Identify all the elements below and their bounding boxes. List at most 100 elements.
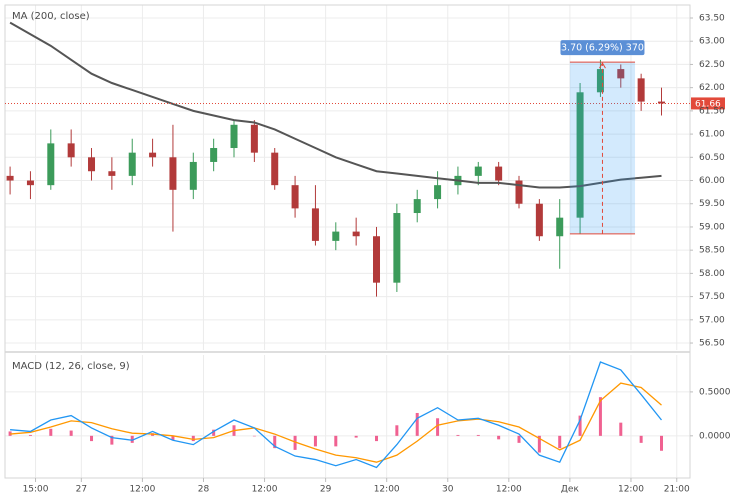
histogram-bar	[212, 429, 216, 436]
ma-line	[9, 21, 662, 189]
histogram-bar	[69, 430, 73, 436]
candle-body	[373, 236, 381, 283]
candle-body	[332, 231, 340, 241]
price-panel-title: MA (200, close)	[12, 11, 90, 22]
x-tick-label: 12:00	[129, 485, 155, 495]
candle-body	[311, 208, 319, 241]
candle-body	[495, 166, 503, 181]
candle-body	[271, 152, 279, 186]
marks-layer	[6, 21, 666, 469]
x-tick-label: Дек	[561, 485, 580, 495]
x-tick-label: 29	[320, 485, 332, 495]
candle-body	[658, 101, 666, 104]
x-tick-label: 15:00	[23, 485, 49, 495]
histogram-bar	[171, 435, 175, 441]
histogram-bar	[537, 435, 541, 453]
candle-body	[88, 157, 96, 172]
candle-body	[6, 175, 14, 181]
histogram-bar	[436, 418, 440, 436]
candle-body	[26, 180, 34, 186]
y-tick-label: 61.50	[699, 106, 725, 116]
histogram-bar	[110, 435, 114, 445]
candle-body	[617, 69, 625, 79]
x-tick-label: 12:00	[496, 485, 522, 495]
x-tick-label: 12:00	[618, 485, 644, 495]
histogram-bar	[252, 435, 256, 437]
candle-body	[413, 199, 421, 214]
macd-line	[10, 361, 663, 469]
y-tick-label: 59.00	[699, 222, 725, 232]
candle-body	[352, 231, 360, 237]
candle-body	[128, 152, 136, 176]
y-tick-label: 60.00	[699, 176, 725, 186]
y-tick-label: 58.50	[699, 246, 725, 256]
histogram-bar	[497, 435, 501, 440]
candle-body	[189, 161, 197, 190]
candle-body	[149, 152, 157, 158]
histogram-bar	[293, 435, 297, 450]
histogram-bar	[130, 435, 134, 443]
candle-body	[556, 217, 564, 237]
histogram-bar	[375, 435, 379, 442]
y-tick-label: 0.0000	[699, 431, 730, 441]
histogram-bar	[456, 434, 460, 436]
y-tick-label: 56.50	[699, 339, 725, 349]
histogram-bar	[517, 435, 521, 443]
macd-panel-title: MACD (12, 26, close, 9)	[12, 361, 130, 372]
candle-body	[596, 69, 604, 93]
candle-body	[576, 92, 584, 218]
histogram-bar	[334, 435, 338, 447]
histogram-bar	[273, 435, 277, 449]
histogram-bar	[191, 435, 195, 442]
overlay-layer: 61.66 3.70 (6.29%) 370	[5, 40, 725, 235]
candle-body	[230, 124, 238, 149]
signal-line	[10, 382, 662, 463]
histogram-bar	[476, 434, 480, 436]
candle-body	[47, 143, 55, 186]
histogram-bar	[354, 435, 358, 438]
grid-layer	[5, 5, 690, 478]
y-tick-label: 60.50	[699, 153, 725, 163]
candle-body	[535, 203, 543, 237]
y-tick-label: 0.5000	[699, 387, 730, 397]
x-tick-label: 30	[442, 485, 454, 495]
candle-body	[67, 143, 75, 158]
histogram-bar	[578, 415, 582, 436]
candle-body	[169, 157, 177, 190]
candle-body	[515, 180, 523, 204]
histogram-bar	[313, 435, 317, 447]
frame	[4, 4, 691, 479]
x-tick-label: 28	[198, 485, 210, 495]
x-tick-label: 12:00	[252, 485, 278, 495]
candle-body	[637, 78, 645, 102]
y-tick-label: 59.50	[699, 199, 725, 209]
x-tick-label: 12:00	[374, 485, 400, 495]
x-tick-label: 27	[76, 485, 87, 495]
histogram-bar	[395, 425, 399, 436]
last-price-label: 61.66	[695, 99, 721, 109]
histogram-bar	[598, 397, 602, 436]
candle-body	[250, 124, 258, 153]
y-tick-label: 63.00	[699, 37, 725, 47]
candle-body	[108, 171, 116, 176]
measure-label-box	[560, 40, 645, 56]
candle-body	[393, 213, 401, 283]
last-price-box	[691, 97, 725, 110]
histogram-bar	[28, 434, 32, 436]
candle-body	[210, 148, 218, 162]
histogram-bar	[558, 435, 562, 449]
y-tick-label: 57.00	[699, 315, 725, 325]
y-tick-label: 62.50	[699, 60, 725, 70]
y-tick-label: 58.00	[699, 269, 725, 279]
candle-body	[474, 166, 482, 176]
measure-arrow-head	[599, 62, 606, 69]
x-tick-label: 21:00	[664, 485, 690, 495]
histogram-bar	[639, 435, 643, 443]
y-tick-label: 61.00	[699, 130, 725, 140]
histogram-bar	[660, 435, 664, 451]
candle-body	[291, 185, 299, 209]
y-tick-label: 57.50	[699, 292, 725, 302]
histogram-bar	[415, 412, 419, 436]
candle-body	[434, 185, 442, 200]
